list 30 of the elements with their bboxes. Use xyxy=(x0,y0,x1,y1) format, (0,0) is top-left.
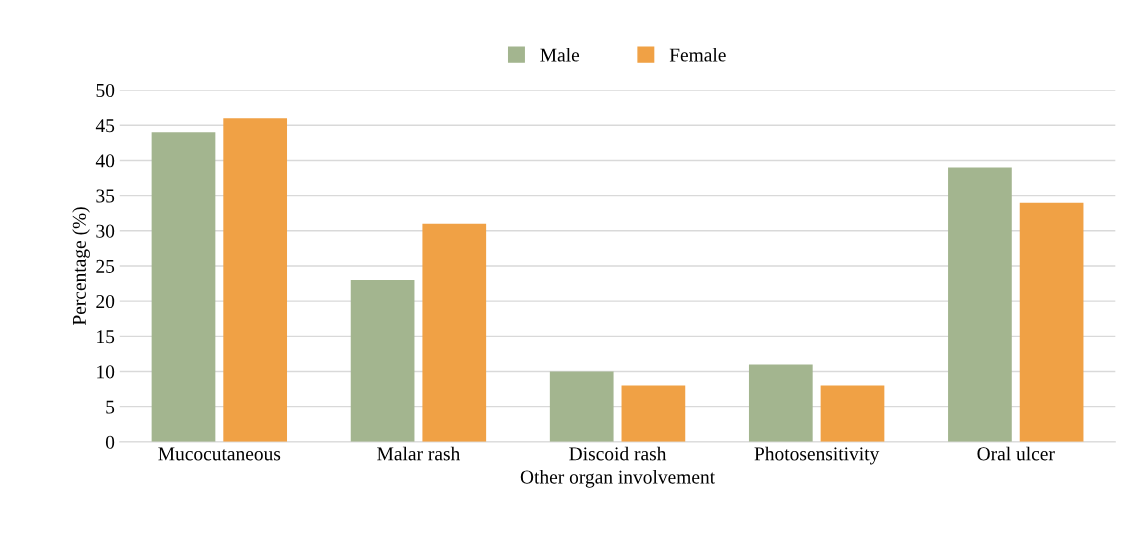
y-axis-title: Percentage (%) xyxy=(72,207,90,326)
bar xyxy=(1019,202,1084,442)
bar xyxy=(748,364,813,442)
y-tick-label: 25 xyxy=(96,259,115,273)
y-tick-label: 15 xyxy=(97,330,115,344)
bar xyxy=(422,223,487,442)
x-tick-label: Oral ulcer xyxy=(977,446,1055,461)
bar xyxy=(820,385,885,442)
legend-label: Male xyxy=(540,47,580,62)
x-tick-label: Photosensitivity xyxy=(754,446,880,465)
x-axis-title: Other organ involvement xyxy=(520,469,715,488)
bar xyxy=(948,167,1012,442)
y-tick-label: 5 xyxy=(106,400,115,414)
y-tick-label: 45 xyxy=(95,119,115,133)
y-tick-label: 40 xyxy=(95,154,115,168)
bar xyxy=(621,385,686,442)
x-tick-label: Malar rash xyxy=(377,446,461,461)
y-tick-label: 0 xyxy=(105,435,115,449)
y-tick-label: 20 xyxy=(96,294,115,309)
bar xyxy=(350,280,415,442)
legend-label: Female xyxy=(669,47,726,62)
bar xyxy=(549,371,614,442)
bar xyxy=(151,132,216,442)
y-tick-label: 30 xyxy=(96,224,115,238)
y-tick-label: 35 xyxy=(96,189,115,203)
bar xyxy=(223,118,288,442)
y-tick-label: 50 xyxy=(96,83,115,98)
x-tick-label: Discoid rash xyxy=(569,446,667,461)
y-tick-label: 10 xyxy=(97,365,115,379)
x-tick-label: Mucocutaneous xyxy=(158,447,281,461)
